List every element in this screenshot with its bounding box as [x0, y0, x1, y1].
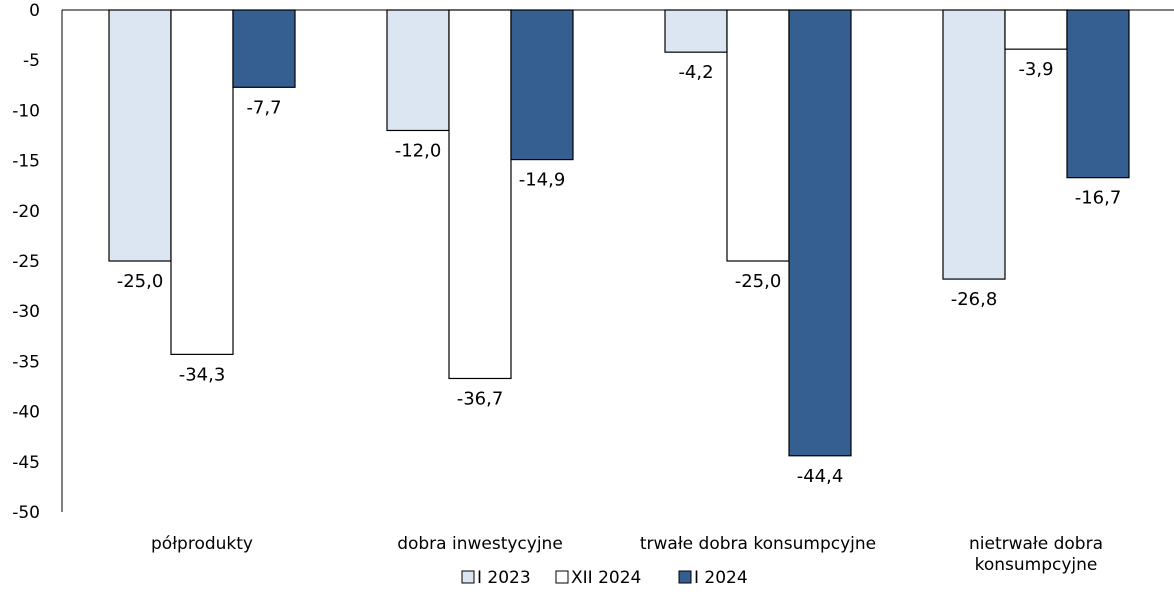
bar — [510, 9, 574, 161]
legend-swatch — [555, 570, 569, 584]
category-labels: półprodukty dobra inwestycyjne trwałe dobr… — [151, 534, 1103, 575]
bar — [108, 9, 172, 262]
bar — [788, 9, 852, 457]
bar — [664, 9, 728, 53]
bars — [108, 9, 1130, 457]
y-tick-label: -20 — [12, 202, 40, 222]
bar — [942, 9, 1006, 280]
category-label: trwałe dobra konsumpcyjne — [640, 534, 876, 554]
data-label: -44,4 — [797, 466, 844, 487]
data-label: -3,9 — [1018, 59, 1053, 80]
category-label: półprodukty — [151, 534, 253, 554]
bar — [1066, 9, 1130, 179]
y-tick-label: -30 — [12, 302, 40, 322]
data-labels: -25,0 -34,3 -7,7 -12,0 -36,7 -14,9 -4,2 -25,0 -4… — [117, 59, 1122, 487]
data-label: -34,3 — [179, 364, 226, 385]
legend-swatch — [678, 570, 692, 584]
legend-label: I 2024 — [694, 568, 748, 588]
category-label: nietrwałe dobra konsumpcyjne — [969, 534, 1103, 575]
y-tick-label: 0 — [29, 1, 40, 21]
legend: I 2023 XII 2024 I 2024 — [461, 568, 748, 588]
data-label: -25,0 — [117, 271, 164, 292]
legend-label: XII 2024 — [571, 568, 641, 588]
y-tick-label: -5 — [23, 51, 40, 71]
bar — [726, 9, 790, 262]
y-tick-label: -15 — [12, 152, 40, 172]
data-label: -14,9 — [519, 170, 566, 191]
y-tick-label: -25 — [12, 252, 40, 272]
bar — [232, 9, 296, 88]
legend-swatch — [461, 570, 475, 584]
bar — [386, 9, 450, 132]
data-label: -4,2 — [678, 62, 713, 83]
data-label: -36,7 — [457, 388, 504, 409]
data-label: -25,0 — [735, 271, 782, 292]
y-tick-label: -40 — [12, 403, 40, 423]
legend-label: I 2023 — [477, 568, 531, 588]
data-label: -26,8 — [951, 289, 998, 310]
y-tick-label: -50 — [12, 503, 40, 523]
data-label: -16,7 — [1075, 188, 1122, 209]
data-label: -12,0 — [395, 140, 442, 161]
bar — [170, 9, 234, 355]
y-tick-label: -10 — [12, 101, 40, 121]
y-tick-label: -45 — [12, 453, 40, 473]
bar — [448, 9, 512, 380]
y-tick-label: -35 — [12, 352, 40, 372]
bar — [1004, 9, 1068, 50]
data-label: -7,7 — [246, 97, 281, 118]
category-label: dobra inwestycyjne — [397, 534, 563, 554]
